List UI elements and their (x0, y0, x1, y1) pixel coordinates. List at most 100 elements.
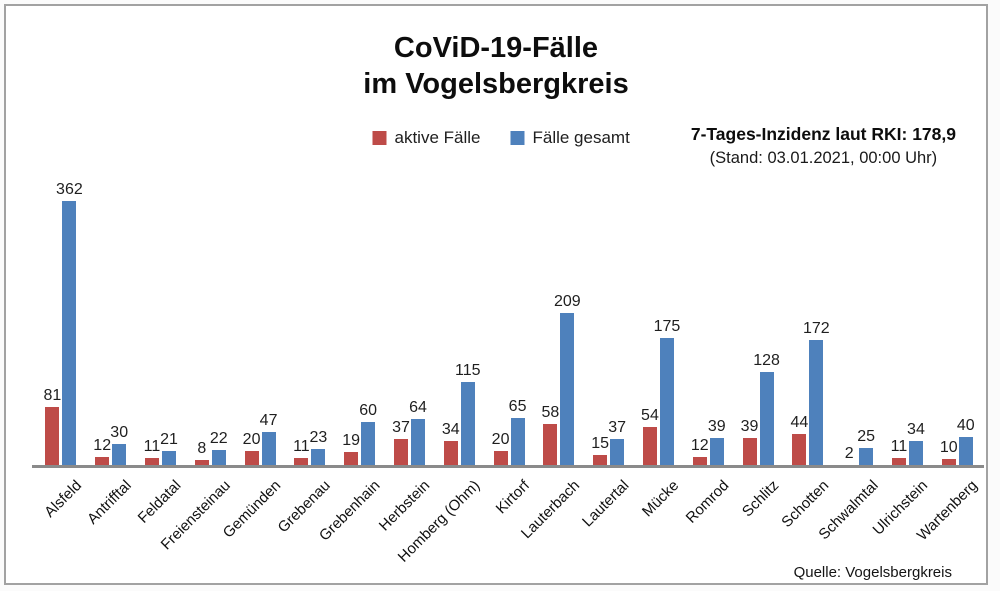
bar-value-label: 54 (641, 406, 659, 424)
chart-legend: aktive Fälle Fälle gesamt (372, 128, 630, 148)
bar-value-label: 40 (956, 416, 975, 434)
bar-faelle-gesamt: 115 (455, 362, 481, 466)
bar-aktive-faelle: 11 (144, 438, 160, 466)
bar-aktive-faelle: 15 (591, 435, 609, 466)
x-axis-label-cell: Grebenhain (316, 472, 385, 584)
bar-group: 12 30 (86, 184, 136, 466)
bar-value-label: 20 (242, 431, 261, 449)
bar-group: 12 39 (683, 184, 733, 466)
legend-item-faelle-gesamt: Fälle gesamt (510, 128, 630, 148)
bar-group: 10 40 (932, 184, 982, 466)
bar-group: 15 37 (584, 184, 634, 466)
bar-value-label: 12 (93, 437, 112, 455)
bar-faelle-gesamt: 60 (359, 402, 377, 466)
chart-title-line2: im Vogelsbergkreis (363, 68, 629, 100)
legend-label: Fälle gesamt (532, 128, 630, 147)
bar-faelle-gesamt: 40 (957, 417, 975, 466)
x-axis-label: Lautertal (579, 477, 633, 531)
incidence-value: 7-Tages-Inzidenz laut RKI: 178,9 (690, 124, 956, 144)
bar-value-label: 39 (707, 417, 726, 435)
bar-group: 11 21 (136, 184, 186, 466)
legend-swatch-blue (510, 131, 525, 145)
chart-title: CoViD-19-Fälle im Vogelsbergkreis (6, 30, 986, 102)
bar-value-label: 60 (359, 402, 378, 420)
bar-value-label: 2 (844, 444, 854, 462)
x-axis-label: Schlitz (738, 477, 783, 521)
legend-swatch-red (372, 131, 387, 145)
bar-faelle-gesamt: 47 (260, 412, 277, 466)
bar-value-label: 58 (541, 403, 560, 421)
bar-value-label: 22 (209, 429, 228, 447)
bar-faelle-gesamt: 128 (753, 352, 780, 466)
bar-aktive-faelle: 8 (194, 440, 209, 466)
bar-group: 34 115 (434, 184, 484, 466)
bar-faelle-gesamt: 64 (409, 399, 427, 466)
bar-value-label: 19 (342, 432, 361, 450)
bar-value-label: 15 (591, 435, 610, 452)
x-axis-label: Kirtorf (492, 477, 534, 518)
bar-aktive-faelle: 19 (342, 432, 360, 466)
chart-frame: CoViD-19-Fälle im Vogelsbergkreis aktive… (4, 4, 988, 585)
bar-value-label: 34 (907, 421, 925, 439)
bar-group: 37 64 (385, 184, 435, 466)
incidence-timestamp: (Stand: 03.01.2021, 00:00 Uhr) (709, 149, 938, 167)
bar-value-label: 81 (43, 386, 62, 404)
bar-value-label: 34 (441, 421, 460, 439)
x-axis-label: Mücke (639, 477, 683, 521)
bar-value-label: 8 (197, 440, 207, 458)
bar-value-label: 37 (392, 418, 410, 436)
bar-value-label: 23 (309, 429, 328, 447)
x-axis-line (32, 465, 984, 468)
bar-value-label: 39 (740, 417, 759, 435)
bar-faelle-gesamt: 65 (509, 398, 526, 466)
x-axis-label-cell: Lautertal (579, 472, 634, 584)
bar-value-label: 209 (554, 293, 581, 310)
bar-group: 58 209 (534, 184, 584, 466)
bar-value-label: 25 (857, 427, 876, 445)
bar-value-label: 20 (491, 431, 510, 449)
bar-group: 8 22 (185, 184, 235, 466)
bar-faelle-gesamt: 22 (210, 430, 228, 466)
bar-value-label: 37 (608, 418, 627, 436)
bar-aktive-faelle: 44 (790, 414, 808, 466)
bar-group: 11 34 (883, 184, 933, 466)
bar-faelle-gesamt: 175 (654, 318, 680, 466)
bar-faelle-gesamt: 362 (56, 181, 83, 466)
bar-aktive-faelle: 58 (541, 404, 559, 466)
bar-group: 11 23 (285, 184, 335, 466)
bar-value-label: 47 (259, 411, 278, 429)
x-axis-label: Alsfeld (41, 477, 85, 521)
bar-faelle-gesamt: 209 (554, 293, 581, 466)
x-axis-label-cell: Antrifftal (83, 472, 136, 584)
bar-group: 2 25 (833, 184, 883, 466)
bar-value-label: 128 (753, 352, 780, 370)
bar-value-label: 12 (690, 437, 709, 455)
source-note: Quelle: Vogelsbergkreis (793, 564, 952, 581)
x-axis-label-cell: Schlitz (733, 472, 783, 584)
bar-aktive-faelle: 12 (691, 437, 709, 466)
bar-faelle-gesamt: 25 (857, 428, 875, 466)
bar-aktive-faelle: 20 (492, 431, 509, 466)
bar-aktive-faelle: 81 (43, 387, 61, 466)
bar-value-label: 115 (455, 361, 481, 379)
bar-value-label: 11 (143, 437, 161, 455)
x-axis-label: Antrifftal (83, 477, 135, 528)
x-axis-label: Romrod (682, 477, 733, 527)
bar-aktive-faelle: 37 (392, 419, 410, 466)
bar-value-label: 11 (890, 437, 908, 455)
bar-value-label: 44 (790, 413, 809, 431)
plot-area: 81 362 12 30 11 21 8 22 20 47 11 23 19 60 37 64 34 115 20 6… (36, 181, 982, 466)
bar-aktive-faelle: 20 (243, 431, 260, 466)
bar-aktive-faelle: 11 (891, 438, 907, 466)
bar-aktive-faelle: 10 (940, 439, 958, 466)
incidence-annotation: 7-Tages-Inzidenz laut RKI: 178,9 (Stand:… (691, 122, 956, 170)
bar-faelle-gesamt: 21 (160, 431, 178, 466)
bar-value-label: 172 (802, 320, 830, 338)
bar-value-label: 30 (110, 424, 129, 441)
bar-faelle-gesamt: 30 (110, 424, 128, 466)
bar-value-label: 21 (160, 430, 178, 448)
bar-group: 39 128 (733, 184, 783, 466)
bar-value-label: 10 (939, 438, 958, 456)
bar-group: 20 47 (235, 184, 285, 466)
bar-value-label: 362 (56, 181, 83, 198)
